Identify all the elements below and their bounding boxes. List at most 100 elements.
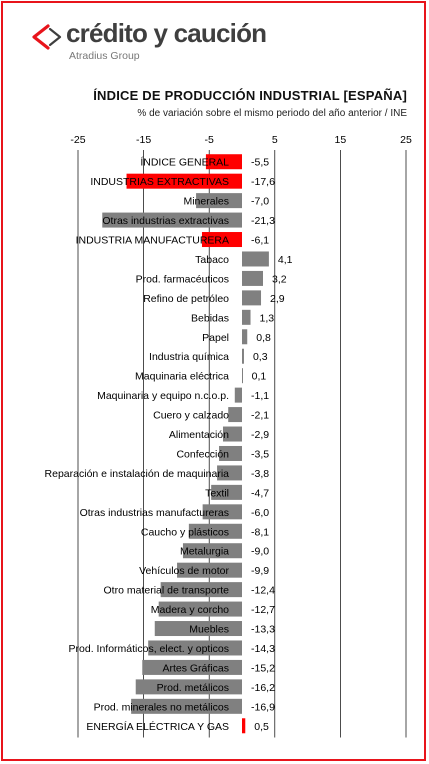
value-label: -7,0: [251, 196, 269, 208]
chart-subtitle: % de variación sobre el mismo periodo de…: [137, 108, 407, 119]
bar: [148, 640, 242, 656]
category-label: Prod. Informáticos, elect. y opticos: [69, 643, 229, 655]
category-label: Industria química: [149, 351, 229, 363]
value-label: -3,5: [251, 448, 269, 460]
brand-chevron-icon: [32, 24, 62, 50]
bar: [205, 154, 242, 170]
bar: [142, 659, 242, 675]
value-label: -1,1: [251, 390, 269, 402]
bar: [160, 582, 242, 598]
category-label: Confección: [176, 448, 229, 460]
category-label: Prod. metálicos: [157, 682, 229, 694]
bar: [242, 329, 248, 345]
bar: [126, 173, 242, 189]
value-label: 0,8: [256, 332, 271, 344]
category-label: Reparación e instalación de maquinaria: [45, 468, 230, 480]
category-label: Otras industrias extractivas: [102, 215, 229, 227]
category-label: Metalurgia: [180, 546, 229, 558]
category-label: Maquinaria y equipo n.c.o.p.: [97, 390, 229, 402]
category-label: Textil: [205, 487, 229, 499]
value-label: -9,9: [251, 565, 269, 577]
category-label: Refino de petróleo: [143, 293, 229, 305]
value-label: -17,6: [251, 176, 275, 188]
value-label: 0,5: [254, 721, 269, 733]
category-label: INDUSTRIA MANUFACTURERA: [76, 235, 229, 247]
x-tick-label: -5: [205, 134, 214, 146]
value-label: -21,3: [251, 215, 275, 227]
value-label: 1,3: [260, 312, 275, 324]
category-label: Bebidas: [191, 312, 229, 324]
bar: [211, 484, 242, 500]
value-label: 2,9: [270, 293, 285, 305]
bar: [177, 562, 242, 578]
bar: [222, 426, 242, 442]
category-label: Prod. farmacéuticos: [136, 273, 229, 285]
bar: [201, 232, 242, 248]
x-tick-label: -15: [136, 134, 151, 146]
category-label: Tabaco: [195, 254, 229, 266]
x-tick-label: 15: [335, 134, 347, 146]
chart-title: ÍNDICE DE PRODUCCIÓN INDUSTRIAL [ESPAÑA]: [93, 88, 407, 103]
bar: [135, 679, 242, 695]
bar: [242, 309, 251, 325]
value-label: 4,1: [278, 254, 293, 266]
category-label: Otro material de transporte: [104, 585, 230, 597]
bar: [217, 465, 242, 481]
category-label: Caucho y plásticos: [141, 526, 229, 538]
value-label: -2,9: [251, 429, 269, 441]
value-label: -15,2: [251, 662, 275, 674]
category-label: Vehículos de motor: [139, 565, 229, 577]
category-label: Artes Gráficas: [162, 662, 229, 674]
bar: [242, 270, 263, 286]
value-label: -12,4: [251, 585, 275, 597]
category-label: ÍNDICE GENERAL: [140, 156, 229, 169]
brand-name: crédito y caución: [66, 18, 267, 48]
category-label: Alimentación: [169, 429, 229, 441]
value-label: -9,0: [251, 546, 269, 558]
brand-subtitle: Atradius Group: [69, 50, 140, 62]
category-label: ENERGÍA ELÉCTRICA Y GAS: [86, 720, 229, 733]
bar: [242, 348, 244, 364]
value-label: -6,1: [251, 235, 269, 247]
bar: [188, 523, 242, 539]
value-label: -12,7: [251, 604, 275, 616]
x-tick-label: 5: [272, 134, 278, 146]
bar: [196, 193, 242, 209]
bar: [242, 718, 246, 734]
category-label: Papel: [202, 332, 229, 344]
value-label: -14,3: [251, 643, 275, 655]
value-label: -5,5: [251, 157, 269, 169]
category-label: Cuero y calzado: [153, 410, 229, 422]
value-label: 3,2: [272, 273, 287, 285]
category-label: INDUSTRIAS EXTRACTIVAS: [90, 176, 229, 188]
bar: [242, 368, 243, 384]
category-label: Madera y corcho: [151, 604, 229, 616]
value-label: -16,9: [251, 701, 275, 713]
bar: [242, 290, 262, 306]
value-label: -6,0: [251, 507, 269, 519]
category-label: Minerales: [183, 196, 229, 208]
category-label: Prod. minerales no metálicos: [94, 701, 229, 713]
bar: [202, 504, 242, 520]
category-label: Maquinaria eléctrica: [135, 371, 229, 383]
bar: [228, 407, 242, 423]
value-label: -3,8: [251, 468, 269, 480]
bar: [102, 212, 242, 228]
value-label: -4,7: [251, 487, 269, 499]
category-label: Muebles: [189, 624, 229, 636]
value-label: -13,3: [251, 624, 275, 636]
bar: [158, 601, 242, 617]
value-label: -16,2: [251, 682, 275, 694]
bar: [154, 621, 242, 637]
value-label: 0,3: [253, 351, 268, 363]
bar: [219, 445, 242, 461]
x-tick-label: -25: [70, 134, 85, 146]
value-label: -2,1: [251, 410, 269, 422]
value-label: 0,1: [252, 371, 267, 383]
bar: [182, 543, 242, 559]
category-label: Otras industrias manufactureras: [80, 507, 229, 519]
bar: [234, 387, 242, 403]
bar: [242, 251, 269, 267]
